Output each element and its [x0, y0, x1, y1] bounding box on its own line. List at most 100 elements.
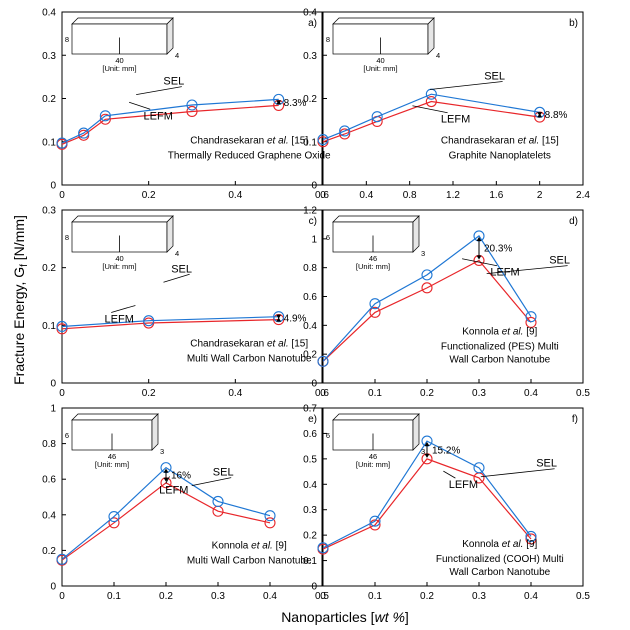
curve-label-sel: SEL	[213, 467, 234, 479]
y-tick-label: 0.3	[42, 206, 56, 217]
specimen-side-face	[166, 215, 174, 253]
data-point-sel	[369, 298, 381, 310]
specimen-height: 6	[65, 431, 69, 440]
specimen-unit: [Unit: mm]	[95, 460, 129, 469]
specimen-width: 3	[421, 447, 425, 456]
specimen-width: 4	[175, 249, 179, 258]
gap-percent-label: 20.3%	[484, 244, 512, 255]
y-tick-label: 0.2	[303, 350, 317, 361]
y-tick-label: 0.5	[303, 454, 317, 465]
x-tick-label: 2.4	[576, 190, 590, 201]
curve-label-lefm: LEFM	[144, 110, 173, 122]
specimen-width: 4	[436, 51, 440, 60]
material-text: Functionalized (PES) Multi	[441, 342, 559, 353]
gap-arrowhead-down	[424, 453, 430, 458]
data-point-sel	[317, 134, 329, 146]
plot-frame	[61, 209, 323, 384]
specimen-side-face	[151, 413, 159, 451]
specimen-schematic: 6 46 3 [Unit: mm]	[326, 215, 425, 271]
specimen-length: 46	[108, 452, 116, 461]
reference-text: Chandrasekaran et al. [15]	[190, 339, 308, 350]
y-tick-label: 1.2	[303, 206, 317, 217]
curve-label-sel: SEL	[536, 458, 557, 470]
series-line-lefm	[322, 259, 532, 362]
panel-label: e)	[308, 414, 317, 425]
data-point-sel	[339, 125, 351, 137]
x-tick-label: 0.1	[107, 591, 121, 602]
x-tick-label: 0.3	[211, 591, 225, 602]
gap-arrowhead-up	[424, 442, 430, 447]
y-tick-label: 0.8	[42, 439, 56, 450]
leader-line-lefm	[412, 105, 448, 114]
y-tick-label: 0.8	[303, 263, 317, 274]
panel-label: c)	[309, 216, 317, 227]
specimen-schematic: 8 40 4 [Unit: mm]	[65, 17, 179, 73]
gap-arrowhead-up	[276, 317, 282, 322]
chart-panel-a: 0 0.2 0.4 0.600.10.20.30.4a)SELLEFM8.3%Chan…	[42, 8, 331, 202]
data-point-sel	[186, 99, 198, 111]
gap-arrowhead-down	[476, 255, 482, 260]
x-tick-label: 0.4	[228, 190, 242, 201]
y-tick-label: 0.2	[303, 531, 317, 542]
reference-text: Chandrasekaran et al. [15]	[441, 135, 559, 146]
curve-label-lefm: LEFM	[490, 267, 519, 279]
data-point-sel	[421, 269, 433, 281]
material-text: Wall Carbon Nanotube	[449, 355, 550, 366]
material-text: Graphite Nanoplatelets	[449, 150, 551, 161]
y-tick-label: 0.2	[42, 94, 56, 105]
x-tick-label: 0.3	[472, 591, 486, 602]
specimen-height: 8	[326, 35, 330, 44]
y-tick-label: 0	[50, 582, 56, 593]
specimen-length: 40	[115, 254, 123, 263]
gap-percent-label: 16%	[171, 471, 191, 482]
x-tick-label: 0.4	[228, 388, 242, 399]
y-tick-label: 1	[50, 404, 56, 415]
y-tick-label: 0.6	[303, 292, 317, 303]
chart-panel-d: 0 0.1 0.2 0.3 0.4 0.5 0 0.2 0.4 0.6 0.8 1 1.2 d) SEL LE…	[303, 206, 590, 400]
x-tick-label: 0.4	[524, 591, 538, 602]
chart-panel-b: 0 0.4 0.8 1.2 1.6 2 2.4 0 0.1 0.2 0.3 0.4 b) SEL LEFM 8…	[303, 8, 590, 202]
y-tick-label: 0.4	[303, 8, 317, 19]
specimen-unit: [Unit: mm]	[356, 460, 390, 469]
panel-label: f)	[572, 414, 578, 425]
x-tick-label: 0.5	[576, 591, 590, 602]
x-axis-label: Nanoparticles [wt %]	[281, 609, 409, 625]
x-tick-label: 0.4	[524, 388, 538, 399]
series-line-sel	[322, 440, 532, 549]
curve-label-lefm: LEFM	[105, 313, 134, 325]
plot-frame	[61, 407, 323, 587]
panel-label: b)	[569, 18, 578, 29]
specimen-side-face	[427, 17, 435, 55]
curve-label-sel: SEL	[171, 263, 192, 275]
reference-text: Konnola et al. [9]	[212, 541, 287, 552]
data-point-sel	[108, 511, 120, 523]
gap-arrowhead-up	[476, 236, 482, 241]
leader-line-sel	[486, 265, 568, 275]
specimen-schematic: 6 46 3 [Unit: mm]	[65, 413, 164, 469]
y-tick-label: 0.1	[42, 321, 56, 332]
chart-panel-e: 0 0.1 0.2 0.3 0.4 0.500.20.40.60.81e)SELLEFM1…	[42, 404, 329, 603]
x-tick-label: 0.5	[315, 591, 329, 602]
data-point-sel	[212, 495, 224, 508]
reference-text: Konnola et al. [9]	[462, 327, 537, 338]
leader-line-sel	[163, 273, 190, 283]
data-point-lefm	[369, 519, 381, 531]
specimen-top-face	[71, 215, 174, 223]
specimen-top-face	[332, 17, 435, 25]
material-text: Wall Carbon Nanotube	[449, 567, 550, 578]
specimen-top-face	[332, 413, 420, 421]
specimen-side-face	[412, 413, 420, 451]
specimen-schematic: 8 40 4 [Unit: mm]	[65, 215, 179, 271]
y-tick-label: 0.6	[303, 429, 317, 440]
series-line-lefm	[61, 104, 279, 145]
x-tick-label: 0.1	[368, 388, 382, 399]
x-tick-label: 0.2	[420, 388, 434, 399]
x-tick-label: 0.2	[142, 190, 156, 201]
x-tick-label: 0.6	[315, 190, 329, 201]
reference-text: Chandrasekaran et al. [15]	[190, 135, 308, 146]
specimen-height: 6	[326, 431, 330, 440]
series-line-sel	[61, 98, 279, 144]
specimen-length: 40	[376, 56, 384, 65]
series-line-sel	[322, 93, 540, 141]
specimen-length: 46	[369, 254, 377, 263]
